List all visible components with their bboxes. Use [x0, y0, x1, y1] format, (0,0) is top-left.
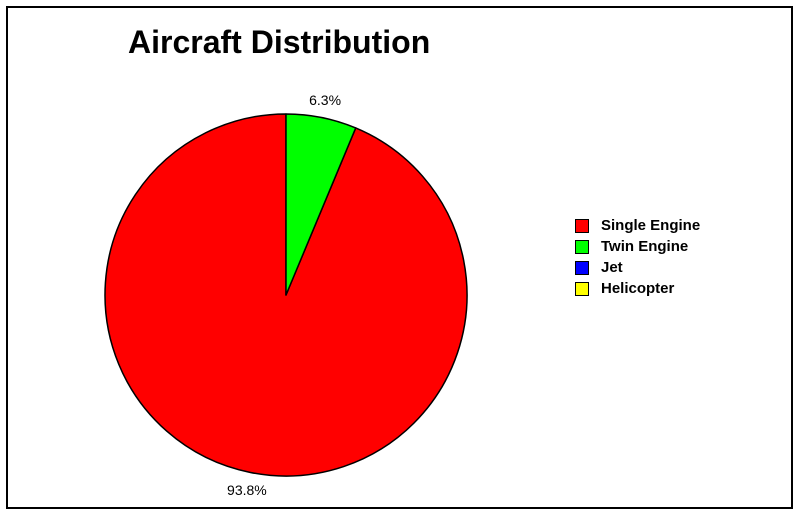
legend-swatch-single-engine — [575, 218, 589, 233]
legend-label-helicopter: Helicopter — [601, 280, 675, 297]
legend-swatch-jet — [575, 260, 589, 275]
legend-label-twin-engine: Twin Engine — [601, 238, 689, 255]
pie-slices — [104, 113, 468, 477]
legend-item-helicopter: Helicopter — [575, 279, 700, 298]
slice-label-single-engine: 93.8% — [227, 482, 267, 498]
legend-label-single-engine: Single Engine — [601, 217, 701, 234]
chart-title: Aircraft Distribution — [128, 24, 431, 60]
legend-item-single-engine: Single Engine — [575, 216, 700, 235]
legend-swatch-helicopter — [575, 281, 589, 296]
pie-slice-twin-engine — [285, 113, 357, 296]
pie-labels: 93.8% 6.3% — [227, 92, 341, 498]
slice-label-twin-engine: 6.3% — [309, 92, 341, 108]
legend-swatch-twin-engine — [575, 239, 589, 254]
legend: Single Engine Twin Engine Jet Helicopter — [575, 216, 700, 300]
legend-label-jet: Jet — [601, 259, 623, 276]
legend-item-twin-engine: Twin Engine — [575, 237, 700, 256]
legend-item-jet: Jet — [575, 258, 700, 277]
